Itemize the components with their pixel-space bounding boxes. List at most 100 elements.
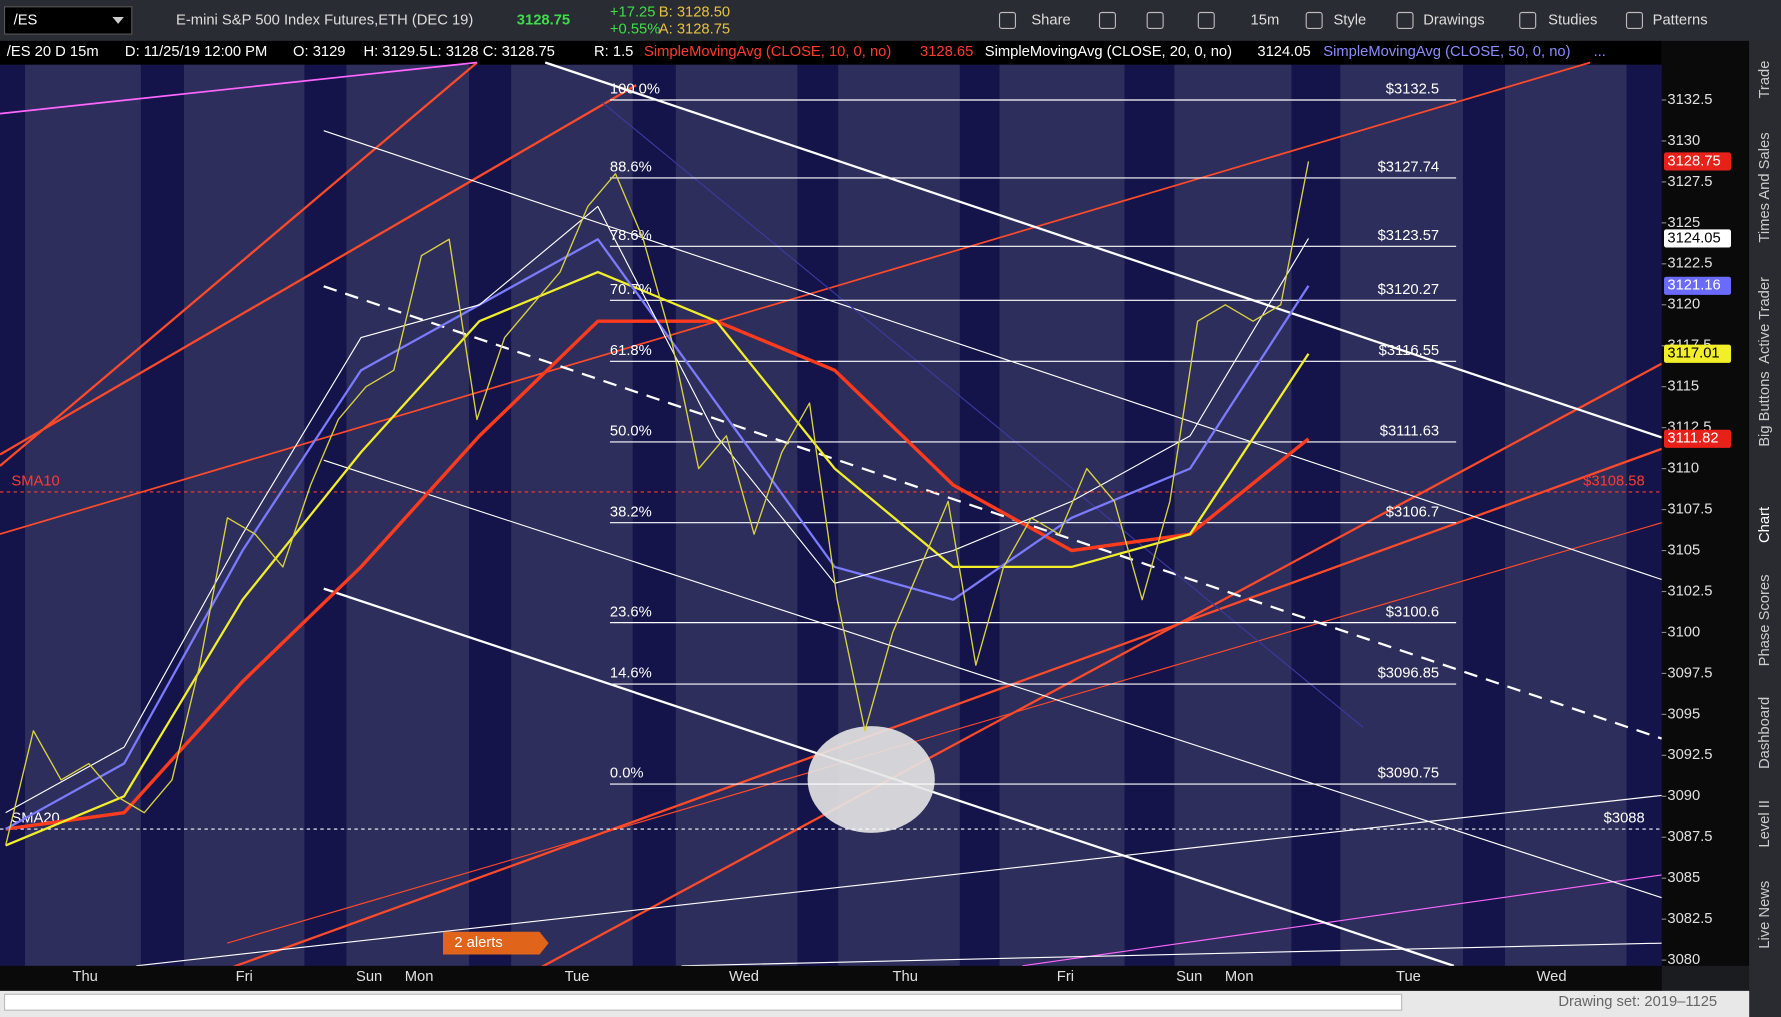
toolbar-button[interactable]: 15m — [1251, 12, 1280, 28]
toolbar-icon[interactable] — [1197, 11, 1215, 29]
date-label: Tue — [565, 969, 590, 985]
study-value: 3124.05 — [1257, 44, 1310, 60]
side-tab[interactable]: Live News — [1757, 881, 1773, 949]
session-band — [1174, 64, 1292, 966]
dropdown-arrow[interactable] — [112, 17, 124, 24]
trend-line — [136, 794, 1662, 967]
info-item: O: 3129 — [293, 44, 345, 60]
highlight-circle — [807, 726, 935, 833]
fib-price: $3127.74 — [1378, 160, 1440, 176]
y-tick-label: 3090 — [1667, 788, 1700, 804]
date-label: Fri — [236, 969, 253, 985]
toolbar-button[interactable]: Studies — [1548, 12, 1597, 28]
side-tab[interactable]: Big Buttons — [1757, 371, 1773, 446]
trend-line — [323, 459, 1662, 899]
alerts-text[interactable]: 2 alerts — [454, 935, 502, 951]
study-value: 3128.65 — [920, 44, 973, 60]
symbol-box[interactable] — [3, 6, 133, 35]
toolbar-icon[interactable] — [1625, 11, 1643, 29]
price-badge-label: 3124.05 — [1667, 230, 1720, 246]
side-tab[interactable]: Chart — [1757, 507, 1773, 543]
side-tab[interactable]: Dashboard — [1757, 697, 1773, 769]
trend-line — [323, 285, 1663, 740]
study-label: SimpleMovingAvg (CLOSE, 10, 0, no) — [644, 44, 891, 60]
info-item: D: 11/25/19 12:00 PM — [125, 44, 267, 60]
info-item: R: 1.5 — [594, 44, 633, 60]
price-badge-label: 3128.75 — [1667, 153, 1720, 169]
info-item: L: 3128 — [429, 44, 478, 60]
info-bar — [0, 40, 1662, 65]
fib-price: $3123.57 — [1378, 228, 1440, 244]
drawing-set: Drawing set: 2019–1125 — [1558, 994, 1717, 1010]
ask: A: 3128.75 — [659, 21, 730, 37]
price-axis — [1661, 40, 1750, 966]
last-price: 3128.75 — [517, 12, 570, 28]
side-tab[interactable]: Phase Scores — [1757, 575, 1773, 667]
price-line — [5, 161, 1310, 846]
symbol[interactable]: /ES — [14, 12, 38, 28]
date-axis — [0, 965, 1662, 991]
toolbar-icon[interactable] — [998, 11, 1017, 29]
toolbar-button[interactable]: Share — [1031, 12, 1070, 28]
fib-price: $3132.5 — [1386, 82, 1439, 98]
fib-pct: 78.6% — [610, 228, 652, 244]
session-band — [184, 64, 305, 966]
sma-price: $3108.58 — [1583, 474, 1645, 490]
date-label: Sun — [356, 969, 382, 985]
price-badge — [1664, 229, 1732, 248]
study-label: SimpleMovingAvg (CLOSE, 20, 0, no) — [985, 44, 1232, 60]
price-badge-label: 3121.16 — [1667, 278, 1720, 294]
date-label: Fri — [1057, 969, 1074, 985]
toolbar-button[interactable]: Patterns — [1653, 12, 1708, 28]
fib-price: $3116.55 — [1379, 343, 1439, 359]
side-tab[interactable]: Times And Sales — [1757, 132, 1773, 242]
toolbar-icon[interactable] — [1146, 11, 1164, 29]
scrollbar[interactable] — [3, 993, 1403, 1011]
toolbar-icon[interactable] — [1519, 11, 1537, 29]
trend-line — [323, 130, 1662, 581]
trend-line — [544, 61, 1663, 439]
fib-pct: 23.6% — [610, 604, 652, 620]
session-band — [511, 64, 633, 966]
fib-price: $3120.27 — [1378, 282, 1440, 298]
alerts-tag[interactable] — [442, 931, 549, 955]
fib-pct: 38.2% — [610, 504, 652, 520]
y-tick-label: 3110 — [1667, 461, 1699, 477]
trend-line — [0, 61, 1591, 535]
session-band — [675, 64, 798, 966]
fib-pct: 50.0% — [610, 424, 652, 440]
y-tick-label: 3115 — [1667, 379, 1699, 395]
toolbar-button[interactable]: Style — [1333, 12, 1366, 28]
info-item: C: 3128.75 — [483, 44, 555, 60]
date-label: Sun — [1176, 969, 1202, 985]
y-tick-label: 3130 — [1667, 133, 1700, 149]
price-badge-label: 3111.82 — [1667, 431, 1718, 447]
toolbar-icon[interactable] — [1098, 11, 1116, 29]
moving-average — [5, 205, 1309, 814]
price-badge-label: 3117.01 — [1667, 346, 1719, 362]
trend-line — [681, 942, 1662, 967]
date-label: Wed — [1537, 969, 1567, 985]
fib-pct: 88.6% — [610, 160, 652, 176]
toolbar-icon[interactable] — [1305, 11, 1323, 29]
y-tick-label: 3107.5 — [1667, 501, 1712, 517]
price-badge — [1664, 344, 1732, 363]
fib-pct: 14.6% — [610, 666, 652, 682]
side-tab[interactable]: Level II — [1757, 800, 1773, 848]
side-tab-bar — [1749, 40, 1781, 1017]
fib-pct: 0.0% — [610, 766, 644, 782]
y-tick-label: 3100 — [1667, 624, 1700, 640]
price-badge — [1664, 152, 1732, 171]
fib-pct: 61.8% — [610, 343, 652, 359]
side-tab[interactable]: Active Trader — [1757, 277, 1773, 364]
side-tab[interactable]: Trade — [1757, 61, 1773, 99]
y-tick-label: 3095 — [1667, 706, 1700, 722]
toolbar-button[interactable]: Drawings — [1423, 12, 1484, 28]
y-tick-label: 3120 — [1667, 297, 1700, 313]
fib-price: $3106.7 — [1386, 504, 1439, 520]
trend-line — [204, 447, 1663, 979]
toolbar-icon[interactable] — [1396, 11, 1414, 29]
y-tick-label: 3092.5 — [1667, 747, 1712, 763]
fib-pct: 70.7% — [610, 282, 652, 298]
